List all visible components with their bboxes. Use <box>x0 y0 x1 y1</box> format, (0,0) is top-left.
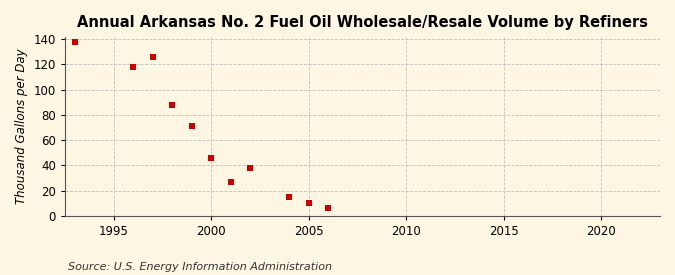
Point <box>323 206 333 211</box>
Point <box>225 180 236 184</box>
Y-axis label: Thousand Gallons per Day: Thousand Gallons per Day <box>15 48 28 204</box>
Point <box>206 156 217 160</box>
Point <box>128 65 138 69</box>
Point <box>70 40 80 44</box>
Point <box>147 55 158 59</box>
Title: Annual Arkansas No. 2 Fuel Oil Wholesale/Resale Volume by Refiners: Annual Arkansas No. 2 Fuel Oil Wholesale… <box>77 15 648 30</box>
Point <box>245 166 256 170</box>
Point <box>284 195 295 199</box>
Point <box>167 103 178 107</box>
Text: Source: U.S. Energy Information Administration: Source: U.S. Energy Information Administ… <box>68 262 331 272</box>
Point <box>304 201 315 205</box>
Point <box>186 124 197 128</box>
